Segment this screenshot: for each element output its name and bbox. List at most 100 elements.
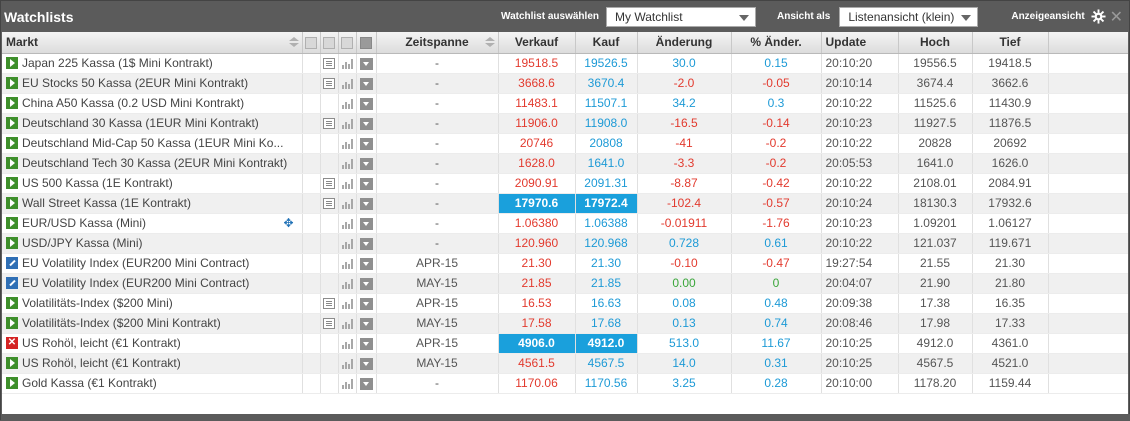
dropdown-icon[interactable] [359,297,373,310]
dropdown-icon[interactable] [359,117,373,130]
info-cell[interactable] [320,353,339,374]
market-name-cell[interactable]: Volatilitäts-Index ($200 Mini Kontrakt) [2,313,303,334]
menu-cell[interactable] [356,253,377,274]
info-cell[interactable] [320,173,339,194]
market-name-cell[interactable]: EUR/USD Kassa (Mini) ✥ [2,213,303,234]
chart-icon[interactable] [341,138,353,150]
chart-icon[interactable] [341,37,353,50]
sell-price[interactable]: 16.53 [498,293,576,314]
menu-cell[interactable] [356,233,377,254]
info-cell[interactable] [320,93,339,114]
menu-cell[interactable] [356,333,377,354]
info-cell[interactable] [320,253,339,274]
market-name[interactable]: Deutschland Mid-Cap 50 Kassa (1EUR Mini … [22,136,284,150]
table-row[interactable]: China A50 Kassa (0.2 USD Mini Kontrakt) -… [2,93,1128,114]
market-name[interactable]: Deutschland 30 Kassa (1EUR Mini Kontrakt… [22,116,259,130]
dropdown-icon[interactable] [359,237,373,250]
table-row[interactable]: EUR/USD Kassa (Mini) ✥ -1.06380 1.06388 -0.0… [2,213,1128,234]
table-row[interactable]: Volatilitäts-Index ($200 Mini) APR-15 16.5… [2,293,1128,314]
chart-icon[interactable] [341,178,353,190]
chart-icon[interactable] [341,378,353,390]
chart-icon[interactable] [341,338,353,350]
sell-price[interactable]: 17.58 [498,313,576,334]
table-row[interactable]: USD/JPY Kassa (Mini) -120.960 120.968 0.728… [2,233,1128,254]
buy-price[interactable]: 4567.5 [575,353,638,374]
table-row[interactable]: EU Volatility Index (EUR200 Mini Contrac… [2,273,1128,294]
market-name[interactable]: EU Volatility Index (EUR200 Mini Contrac… [22,256,250,270]
table-row[interactable]: Deutschland 30 Kassa (1EUR Mini Kontrakt… [2,113,1128,134]
chart-icon[interactable] [341,298,353,310]
menu-cell[interactable] [356,173,377,194]
chart-cell[interactable] [338,193,357,214]
sell-price[interactable]: 11483.1 [498,93,576,114]
info-cell[interactable] [320,153,339,174]
chart-icon[interactable] [341,78,353,90]
market-name-cell[interactable]: Deutschland Mid-Cap 50 Kassa (1EUR Mini … [2,133,303,154]
chart-icon[interactable] [341,278,353,290]
buy-price[interactable]: 120.968 [575,233,638,254]
info-cell[interactable] [320,313,339,334]
info-cell[interactable] [320,73,339,94]
market-name-cell[interactable]: ✕ US Rohöl, leicht (€1 Kontrakt) [2,333,303,354]
column-header-low[interactable]: Tief [972,32,1049,54]
market-name-cell[interactable]: China A50 Kassa (0.2 USD Mini Kontrakt) [2,93,303,114]
chart-cell[interactable] [338,133,357,154]
chart-cell[interactable] [338,73,357,94]
table-row[interactable]: EU Stocks 50 Kassa (2EUR Mini Kontrakt) -… [2,73,1128,94]
watchlist-select[interactable]: My Watchlist [605,6,756,27]
menu-cell[interactable] [356,73,377,94]
info-cell[interactable] [320,213,339,234]
market-name[interactable]: USD/JPY Kassa (Mini) [22,236,143,250]
column-header-menu[interactable] [356,32,377,54]
menu-cell[interactable] [356,373,377,394]
chart-icon[interactable] [341,238,353,250]
chart-cell[interactable] [338,273,357,294]
chart-cell[interactable] [338,213,357,234]
chart-cell[interactable] [338,153,357,174]
market-name[interactable]: Volatilitäts-Index ($200 Mini Kontrakt) [22,316,221,330]
sell-price[interactable]: 4906.0 [498,333,576,354]
play-icon[interactable] [6,156,18,169]
display-view-label[interactable]: Anzeigeansicht [1011,11,1085,22]
market-name[interactable]: EU Volatility Index (EUR200 Mini Contrac… [22,276,250,290]
chart-cell[interactable] [338,313,357,334]
dropdown-icon[interactable] [359,77,373,90]
table-row[interactable]: US Rohöl, leicht (€1 Kontrakt) MAY-15 4561… [2,353,1128,374]
market-name[interactable]: EU Stocks 50 Kassa (2EUR Mini Kontrakt) [22,76,249,90]
document-icon[interactable] [323,318,335,330]
chart-icon[interactable] [341,258,353,270]
dropdown-icon[interactable] [359,157,373,170]
menu-cell[interactable] [356,53,377,74]
chart-icon[interactable] [341,218,353,230]
sell-price[interactable]: 21.85 [498,273,576,294]
chart-icon[interactable] [341,58,353,70]
market-name-cell[interactable]: Gold Kassa (€1 Kontrakt) [2,373,303,394]
table-row[interactable]: Volatilitäts-Index ($200 Mini Kontrakt) M… [2,313,1128,334]
buy-price[interactable]: 20808 [575,133,638,154]
dropdown-icon[interactable] [359,257,373,270]
dropdown-icon[interactable] [359,57,373,70]
market-name[interactable]: EUR/USD Kassa (Mini) [22,216,147,230]
play-icon[interactable] [6,216,18,229]
market-name-cell[interactable]: Deutschland 30 Kassa (1EUR Mini Kontrakt… [2,113,303,134]
error-icon[interactable]: ✕ [6,336,18,349]
column-header-chart[interactable] [338,32,357,54]
document-icon[interactable] [323,78,335,90]
sell-price[interactable]: 11906.0 [498,113,576,134]
table-row[interactable]: Wall Street Kassa (1E Kontrakt) -17970.6 1… [2,193,1128,214]
dropdown-icon[interactable] [359,377,373,390]
column-header-pct-change[interactable]: % Änder. [731,32,822,54]
column-header-high[interactable]: Hoch [898,32,973,54]
buy-price[interactable]: 21.85 [575,273,638,294]
column-header-info[interactable] [320,32,339,54]
play-icon[interactable] [6,76,18,89]
play-icon[interactable] [6,356,18,369]
sell-price[interactable]: 21.30 [498,253,576,274]
buy-price[interactable]: 16.63 [575,293,638,314]
menu-cell[interactable] [356,153,377,174]
play-icon[interactable] [6,316,18,329]
buy-price[interactable]: 11507.1 [575,93,638,114]
column-header-refresh[interactable] [302,32,321,54]
sell-price[interactable]: 20746 [498,133,576,154]
menu-cell[interactable] [356,133,377,154]
